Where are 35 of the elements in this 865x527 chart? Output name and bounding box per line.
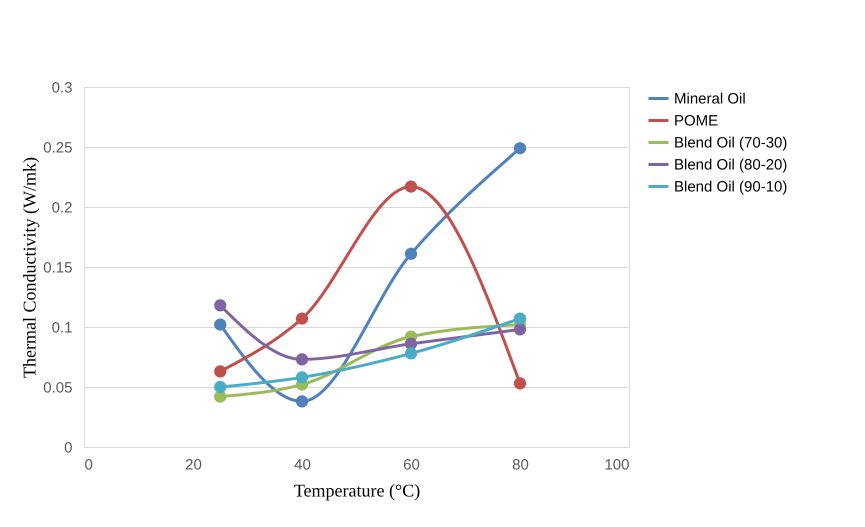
x-tick-label: 20 — [185, 456, 202, 474]
legend-label: Blend Oil (70-30) — [674, 134, 788, 152]
point — [514, 377, 526, 390]
x-axis-title: Temperature (°C) — [294, 480, 420, 500]
y-tick-label: 0.15 — [43, 260, 72, 276]
x-tick-label: 40 — [294, 456, 311, 474]
point — [296, 312, 308, 325]
point — [404, 248, 418, 260]
y-axis-title: Thermal Conductivity (W/mk) — [19, 157, 40, 378]
point — [296, 353, 308, 366]
y-tick-label: 0 — [64, 440, 72, 456]
legend-label: Blend Oil (80-20) — [674, 156, 788, 174]
point — [514, 323, 526, 336]
point — [214, 380, 226, 394]
legend-label: Blend Oil (90-10) — [674, 178, 788, 196]
x-tick-label: 60 — [403, 456, 420, 474]
x-tick-label: 0 — [84, 456, 93, 474]
x-tick-label: 100 — [604, 456, 630, 474]
legend-label: POME — [674, 112, 718, 130]
y-tick-label: 0.05 — [43, 380, 72, 396]
point — [214, 299, 226, 312]
point — [214, 318, 226, 331]
y-tick-label: 0.3 — [52, 80, 72, 96]
x-tick-label: 80 — [512, 456, 529, 474]
point — [514, 142, 526, 154]
point — [514, 312, 526, 325]
point — [296, 371, 308, 384]
point — [296, 395, 308, 408]
y-tick-label: 0.25 — [43, 140, 72, 156]
y-tick-label: 0.2 — [52, 200, 72, 216]
y-tick-label: 0.1 — [52, 320, 72, 336]
legend-label: Mineral Oil — [674, 90, 746, 108]
point — [404, 180, 418, 193]
point — [404, 347, 418, 360]
point — [214, 365, 226, 378]
